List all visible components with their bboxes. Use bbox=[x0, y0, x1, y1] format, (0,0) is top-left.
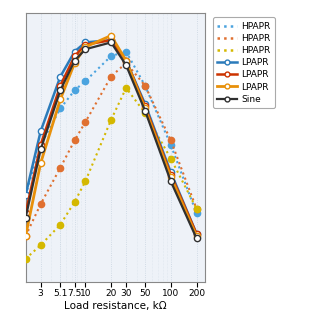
Legend: HPAPR, HPAPR, HPAPR, LPAPR, LPAPR, LPAPR, Sine: HPAPR, HPAPR, HPAPR, LPAPR, LPAPR, LPAPR… bbox=[213, 17, 275, 108]
X-axis label: Load resistance, kΩ: Load resistance, kΩ bbox=[64, 301, 166, 311]
